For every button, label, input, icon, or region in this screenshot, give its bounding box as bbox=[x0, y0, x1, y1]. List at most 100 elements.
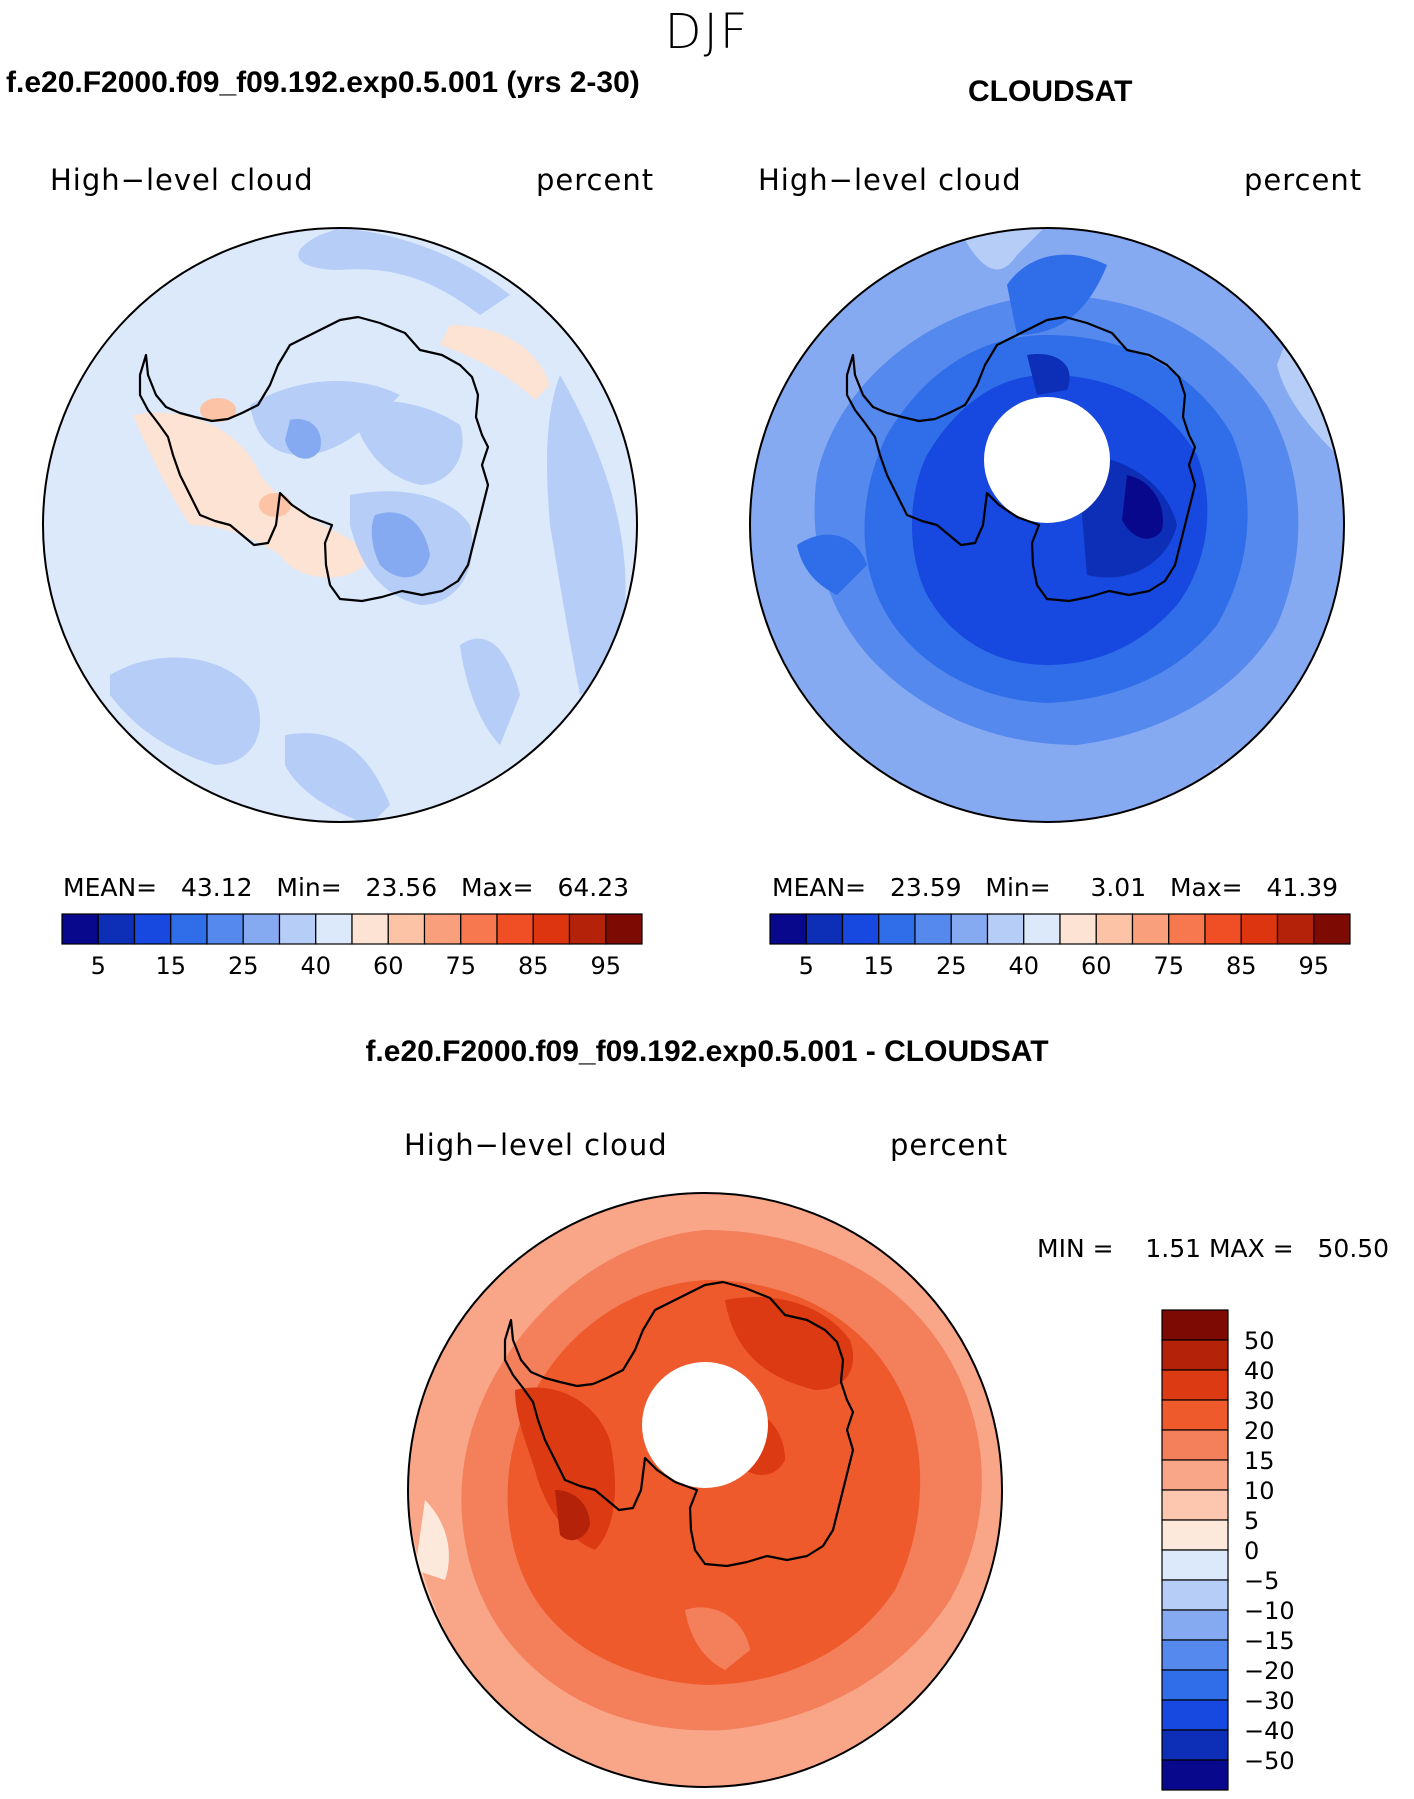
model-max-label: Max= bbox=[460, 873, 534, 902]
diff-colorbar-box bbox=[1161, 1669, 1229, 1701]
obs-stats-line: MEAN= 23.59 Min= 3.01 Max= 41.39 bbox=[772, 873, 1338, 902]
model-colorbar-tick-label: 5 bbox=[91, 952, 106, 980]
diff-variable-label: High−level cloud bbox=[404, 1128, 668, 1162]
model-colorbar-box bbox=[568, 913, 607, 945]
obs-mean-value: 23.59 bbox=[889, 873, 962, 902]
model-mean-label: MEAN= bbox=[63, 873, 158, 902]
diff-colorbar-box bbox=[1161, 1549, 1229, 1581]
obs-colorbar-tick-label: 15 bbox=[863, 952, 894, 980]
diff-units-label: percent bbox=[890, 1128, 1009, 1162]
obs-polar-map bbox=[749, 227, 1345, 823]
diff-colorbar-box bbox=[1161, 1369, 1229, 1401]
obs-colorbar-box bbox=[1276, 913, 1315, 945]
diff-colorbar-box bbox=[1161, 1339, 1229, 1371]
model-min-label: Min= bbox=[276, 873, 342, 902]
model-polar-map bbox=[42, 227, 638, 823]
diff-colorbar-box bbox=[1161, 1519, 1229, 1551]
diff-colorbar-tick-label: 40 bbox=[1244, 1357, 1275, 1385]
model-colorbar-box bbox=[61, 913, 99, 945]
diff-colorbar-tick-label: 50 bbox=[1244, 1327, 1275, 1355]
obs-colorbar-box bbox=[1059, 913, 1097, 945]
diff-colorbar-tick-label: −10 bbox=[1244, 1597, 1295, 1625]
obs-colorbar-tick-label: 85 bbox=[1226, 952, 1257, 980]
obs-colorbar-box bbox=[841, 913, 880, 945]
obs-max-value: 41.39 bbox=[1266, 873, 1339, 902]
diff-colorbar-box bbox=[1161, 1579, 1229, 1611]
model-colorbar-tick-label: 95 bbox=[590, 952, 621, 980]
model-max-value: 64.23 bbox=[557, 873, 630, 902]
obs-colorbar: 5 15 25 40 60 75 85 95 bbox=[769, 913, 1351, 980]
diff-colorbar-box bbox=[1161, 1309, 1229, 1341]
model-colorbar-box bbox=[206, 913, 244, 945]
diff-colorbar-box bbox=[1161, 1609, 1229, 1641]
diff-colorbar-tick-label: 10 bbox=[1244, 1477, 1275, 1505]
diff-antarctica-coastline bbox=[503, 1280, 855, 1568]
obs-max-label: Max= bbox=[1169, 873, 1243, 902]
obs-colorbar-tick-label: 95 bbox=[1298, 952, 1329, 980]
diff-stats-line: MIN = 1.51 MAX = 50.50 bbox=[1037, 1234, 1389, 1263]
diff-colorbar-tick-label: −30 bbox=[1244, 1687, 1295, 1715]
model-colorbar-tick-label: 75 bbox=[445, 952, 476, 980]
model-colorbar-box bbox=[496, 913, 534, 945]
obs-colorbar-box bbox=[986, 913, 1025, 945]
diff-max-value: 50.50 bbox=[1317, 1234, 1390, 1263]
diff-colorbar-box bbox=[1161, 1429, 1229, 1461]
model-colorbar-box bbox=[387, 913, 426, 945]
obs-colorbar-tick-label: 75 bbox=[1153, 952, 1184, 980]
obs-colorbar-box bbox=[878, 913, 916, 945]
model-antarctica-coastline bbox=[138, 315, 490, 603]
model-units-label: percent bbox=[536, 163, 655, 197]
diff-colorbar-tick-label: 15 bbox=[1244, 1447, 1275, 1475]
diff-panel-title: f.e20.F2000.f09_f09.192.exp0.5.001 - CLO… bbox=[365, 1035, 1049, 1068]
obs-mean-label: MEAN= bbox=[772, 873, 867, 902]
diff-colorbar-tick-label: −15 bbox=[1244, 1627, 1295, 1655]
diff-colorbar-tick-label: −5 bbox=[1244, 1567, 1279, 1595]
diff-max-label: MAX = bbox=[1208, 1234, 1294, 1263]
model-colorbar-tick-label: 40 bbox=[300, 952, 331, 980]
obs-colorbar-tick-label: 25 bbox=[936, 952, 967, 980]
diff-colorbar-box bbox=[1161, 1699, 1229, 1731]
obs-min-label: Min= bbox=[985, 873, 1051, 902]
obs-colorbar-box bbox=[950, 913, 989, 945]
model-mean-value: 43.12 bbox=[180, 873, 253, 902]
obs-colorbar-tick-label: 40 bbox=[1008, 952, 1039, 980]
obs-colorbar-tick-label: 60 bbox=[1081, 952, 1112, 980]
obs-polar-hole bbox=[984, 397, 1110, 523]
model-colorbar-tick-label: 15 bbox=[155, 952, 186, 980]
obs-map-boundary bbox=[749, 227, 1345, 823]
obs-colorbar-box bbox=[914, 913, 952, 945]
diff-colorbar-box bbox=[1161, 1639, 1229, 1671]
model-colorbar-tick-label: 25 bbox=[228, 952, 259, 980]
diff-polar-hole bbox=[642, 1362, 768, 1488]
diff-colorbar-tick-label: −40 bbox=[1244, 1717, 1295, 1745]
model-colorbar-box bbox=[133, 913, 172, 945]
obs-colorbar-box bbox=[1240, 913, 1279, 945]
diff-colorbar-tick-label: 20 bbox=[1244, 1417, 1275, 1445]
model-colorbar-tick-label: 60 bbox=[373, 952, 404, 980]
obs-colorbar-box bbox=[1313, 913, 1351, 945]
model-colorbar-box bbox=[170, 913, 208, 945]
model-colorbar-tick-label: 85 bbox=[518, 952, 549, 980]
model-colorbar-box bbox=[242, 913, 281, 945]
obs-colorbar-box bbox=[1168, 913, 1206, 945]
model-map-boundary bbox=[42, 227, 638, 823]
diff-colorbar-box bbox=[1161, 1399, 1229, 1431]
model-variable-label: High−level cloud bbox=[50, 163, 314, 197]
obs-antarctica-coastline bbox=[845, 315, 1197, 603]
diff-colorbar-tick-label: 5 bbox=[1244, 1507, 1259, 1535]
obs-colorbar-box bbox=[1023, 913, 1061, 945]
obs-variable-label: High−level cloud bbox=[758, 163, 1022, 197]
diff-colorbar-tick-label: −50 bbox=[1244, 1747, 1295, 1775]
model-panel-title: f.e20.F2000.f09_f09.192.exp0.5.001 (yrs … bbox=[6, 66, 640, 99]
obs-colorbar-box bbox=[1204, 913, 1242, 945]
model-colorbar-box bbox=[532, 913, 571, 945]
model-colorbar-box bbox=[97, 913, 136, 945]
diff-colorbar-box bbox=[1161, 1729, 1229, 1761]
diff-polar-map bbox=[407, 1192, 1003, 1788]
model-colorbar-box bbox=[315, 913, 353, 945]
model-colorbar-box bbox=[460, 913, 498, 945]
model-field bbox=[43, 228, 637, 822]
season-title: DJF bbox=[664, 4, 750, 60]
diff-min-label: MIN = bbox=[1037, 1234, 1114, 1263]
